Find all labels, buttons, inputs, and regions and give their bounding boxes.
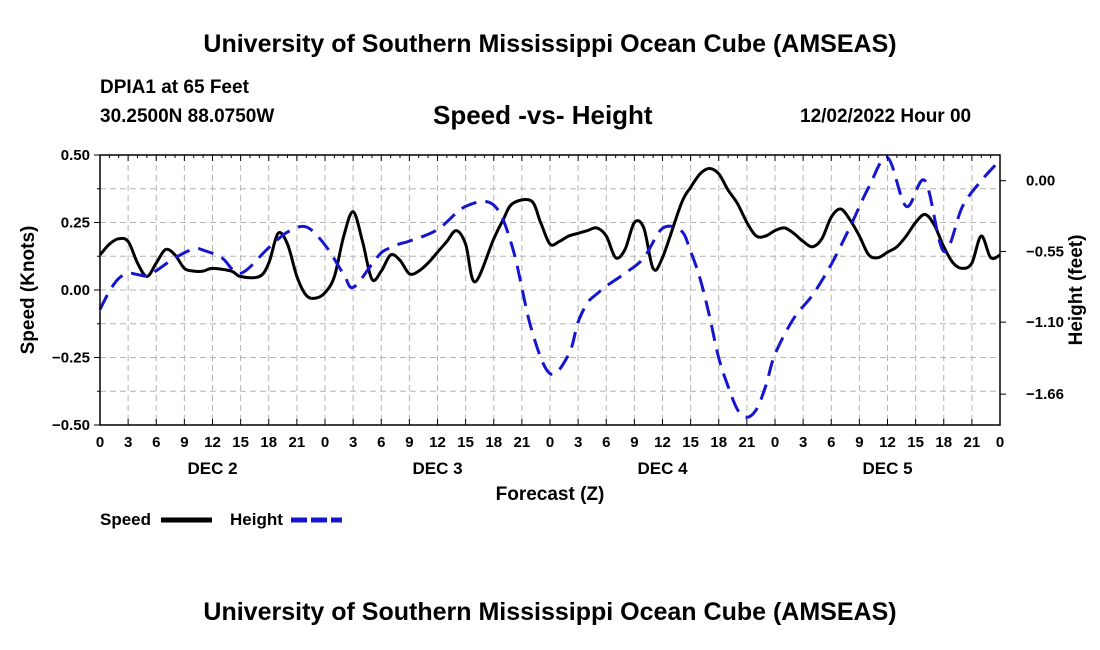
speed-series-line	[98, 167, 1001, 300]
y2-tick-label: −0.55	[1026, 243, 1064, 260]
x-tick-label: 21	[289, 434, 306, 451]
x-tick-label: 21	[739, 434, 756, 451]
x-tick-label: 15	[682, 434, 699, 451]
x-tick-label: 12	[654, 434, 671, 451]
x-tick-label: 0	[321, 434, 329, 451]
x-tick-label: 18	[710, 434, 727, 451]
axes-layer: 0 3 6 9 12 15 18 21 0 3 6 9 12 15 18 21 0 3 6 9 12 15 18 21 0 3 6 9…	[52, 147, 1064, 478]
grid-lines	[100, 155, 1000, 425]
x-tick-label: 9	[405, 434, 413, 451]
chart-title: Speed -vs- Height	[433, 100, 653, 130]
page-title: University of Southern Mississippi Ocean…	[203, 30, 897, 58]
day-label: DEC 3	[412, 459, 462, 478]
forecast-date: 12/02/2022 Hour 00	[800, 106, 972, 127]
legend-speed-label: Speed	[100, 510, 151, 529]
x-tick-label: 0	[771, 434, 779, 451]
x-tick-label: 3	[574, 434, 582, 451]
y2-tick-label: −1.66	[1026, 386, 1064, 403]
y-tick-label: 0.50	[61, 147, 90, 164]
x-tick-label: 9	[855, 434, 863, 451]
x-tick-label: 18	[485, 434, 502, 451]
x-tick-label: 21	[514, 434, 531, 451]
coordinates-label: 30.2500N 88.0750W	[100, 106, 275, 127]
y-tick-label: −0.25	[52, 350, 90, 367]
x-tick-label: 9	[630, 434, 638, 451]
legend: Speed Height	[100, 510, 342, 529]
y2-tick-label: −1.10	[1026, 314, 1064, 331]
x-tick-label: 18	[935, 434, 952, 451]
height-series-line	[98, 155, 1002, 419]
x-tick-label: 3	[799, 434, 807, 451]
x-axis-label: Forecast (Z)	[496, 484, 605, 505]
x-tick-label: 12	[429, 434, 446, 451]
y-tick-label: 0.25	[61, 215, 90, 232]
x-tick-label: 6	[152, 434, 160, 451]
y-tick-label: 0.00	[61, 282, 90, 299]
footer-title: University of Southern Mississippi Ocean…	[203, 598, 897, 626]
x-tick-label: 15	[457, 434, 474, 451]
x-tick-label: 12	[204, 434, 221, 451]
x-tick-label: 18	[260, 434, 277, 451]
day-label: DEC 5	[862, 459, 912, 478]
series-layer	[98, 155, 1002, 419]
x-tick-label: 3	[349, 434, 357, 451]
x-tick-label: 3	[124, 434, 132, 451]
y-tick-label: −0.50	[52, 417, 90, 434]
y-axis-label: Speed (Knots)	[18, 226, 39, 355]
station-label: DPIA1 at 65 Feet	[100, 77, 249, 98]
day-label: DEC 2	[187, 459, 237, 478]
y2-axis-label: Height (feet)	[1066, 235, 1087, 346]
x-tick-label: 15	[232, 434, 249, 451]
x-tick-label: 6	[827, 434, 835, 451]
y2-tick-label: 0.00	[1026, 173, 1055, 190]
legend-height-label: Height	[230, 510, 283, 529]
x-tick-label: 6	[377, 434, 385, 451]
x-tick-label: 0	[96, 434, 104, 451]
x-tick-label: 21	[964, 434, 981, 451]
x-tick-label: 15	[907, 434, 924, 451]
day-label: DEC 4	[637, 459, 688, 478]
x-tick-label: 0	[996, 434, 1004, 451]
x-tick-label: 6	[602, 434, 610, 451]
x-tick-label: 0	[546, 434, 554, 451]
x-tick-label: 9	[180, 434, 188, 451]
x-tick-label: 12	[879, 434, 896, 451]
